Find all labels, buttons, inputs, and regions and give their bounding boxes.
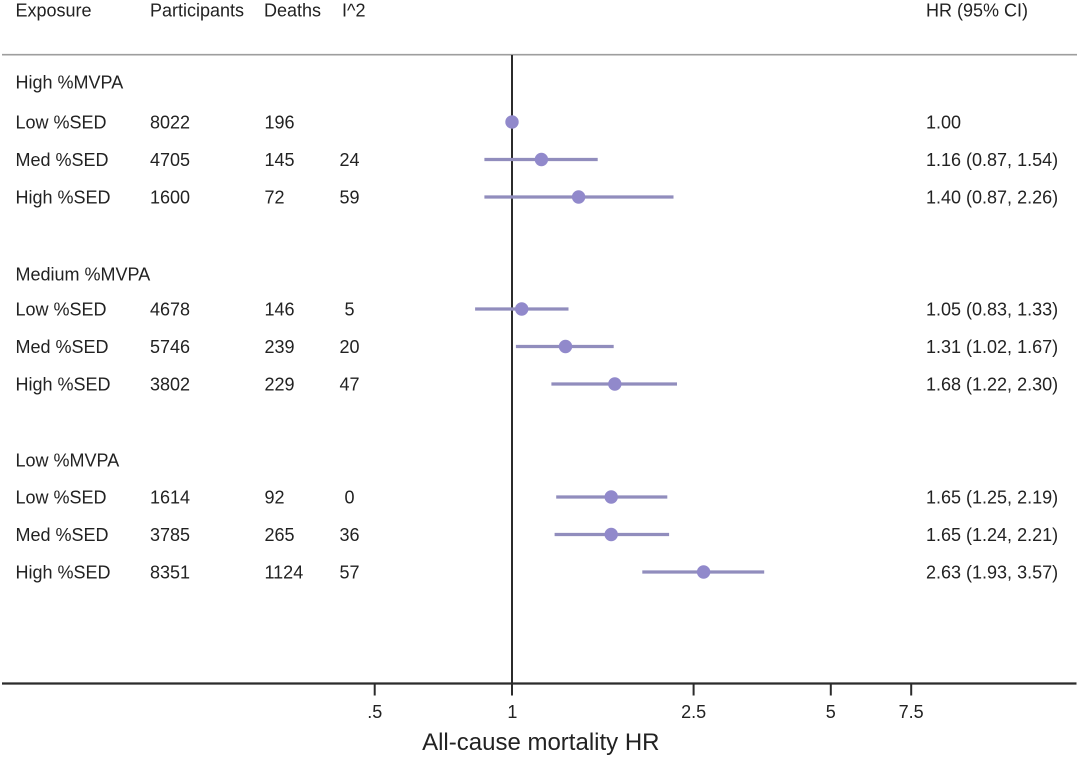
svg-text:Participants: Participants bbox=[150, 1, 244, 21]
svg-text:Exposure: Exposure bbox=[16, 1, 92, 21]
svg-text:239: 239 bbox=[265, 337, 295, 357]
svg-text:5: 5 bbox=[826, 702, 836, 722]
svg-text:146: 146 bbox=[265, 300, 295, 320]
svg-text:57: 57 bbox=[339, 563, 359, 583]
svg-text:Med %SED: Med %SED bbox=[16, 150, 109, 170]
svg-text:36: 36 bbox=[339, 525, 359, 545]
svg-text:High %SED: High %SED bbox=[16, 563, 111, 583]
svg-text:1614: 1614 bbox=[150, 488, 190, 508]
svg-text:1.40 (0.87, 2.26): 1.40 (0.87, 2.26) bbox=[926, 188, 1058, 208]
svg-text:1.05 (0.83, 1.33): 1.05 (0.83, 1.33) bbox=[926, 300, 1058, 320]
svg-text:High %SED: High %SED bbox=[16, 375, 111, 395]
svg-text:3802: 3802 bbox=[150, 375, 190, 395]
svg-text:1.65 (1.25, 2.19): 1.65 (1.25, 2.19) bbox=[926, 488, 1058, 508]
svg-text:2.5: 2.5 bbox=[681, 702, 706, 722]
svg-text:72: 72 bbox=[265, 188, 285, 208]
svg-text:Low %MVPA: Low %MVPA bbox=[16, 451, 120, 471]
svg-text:24: 24 bbox=[339, 150, 359, 170]
svg-text:196: 196 bbox=[265, 113, 295, 133]
svg-text:2.63 (1.93, 3.57): 2.63 (1.93, 3.57) bbox=[926, 563, 1058, 583]
svg-text:Low %SED: Low %SED bbox=[16, 488, 107, 508]
svg-text:Medium %MVPA: Medium %MVPA bbox=[16, 265, 151, 285]
svg-text:0: 0 bbox=[344, 488, 354, 508]
svg-text:Low %SED: Low %SED bbox=[16, 113, 107, 133]
svg-text:4678: 4678 bbox=[150, 300, 190, 320]
svg-text:1124: 1124 bbox=[265, 563, 304, 583]
svg-text:265: 265 bbox=[265, 525, 295, 545]
svg-text:I^2: I^2 bbox=[342, 1, 365, 21]
svg-text:High %MVPA: High %MVPA bbox=[16, 73, 124, 93]
svg-text:229: 229 bbox=[265, 375, 295, 395]
svg-text:1.00: 1.00 bbox=[926, 113, 961, 133]
svg-text:Deaths: Deaths bbox=[264, 1, 321, 21]
svg-text:5: 5 bbox=[344, 300, 354, 320]
svg-text:HR (95% CI): HR (95% CI) bbox=[926, 1, 1028, 21]
svg-text:7.5: 7.5 bbox=[899, 702, 924, 722]
svg-text:145: 145 bbox=[265, 150, 295, 170]
svg-text:3785: 3785 bbox=[150, 525, 190, 545]
svg-text:47: 47 bbox=[339, 375, 359, 395]
svg-text:Low %SED: Low %SED bbox=[16, 300, 107, 320]
svg-text:1.65 (1.24, 2.21): 1.65 (1.24, 2.21) bbox=[926, 525, 1058, 545]
svg-text:High %SED: High %SED bbox=[16, 188, 111, 208]
svg-text:1600: 1600 bbox=[150, 188, 190, 208]
svg-text:1: 1 bbox=[507, 702, 517, 722]
svg-text:4705: 4705 bbox=[150, 150, 190, 170]
svg-text:92: 92 bbox=[265, 488, 285, 508]
svg-text:5746: 5746 bbox=[150, 337, 190, 357]
svg-text:Med %SED: Med %SED bbox=[16, 525, 109, 545]
svg-text:20: 20 bbox=[339, 337, 359, 357]
svg-text:Med %SED: Med %SED bbox=[16, 337, 109, 357]
svg-text:8022: 8022 bbox=[150, 113, 190, 133]
svg-text:All-cause mortality HR: All-cause mortality HR bbox=[422, 729, 659, 756]
svg-text:1.16 (0.87, 1.54): 1.16 (0.87, 1.54) bbox=[926, 150, 1058, 170]
svg-text:.5: .5 bbox=[367, 702, 382, 722]
svg-text:1.68 (1.22, 2.30): 1.68 (1.22, 2.30) bbox=[926, 375, 1058, 395]
svg-text:59: 59 bbox=[339, 188, 359, 208]
svg-text:8351: 8351 bbox=[150, 563, 190, 583]
svg-text:1.31 (1.02, 1.67): 1.31 (1.02, 1.67) bbox=[926, 337, 1058, 357]
